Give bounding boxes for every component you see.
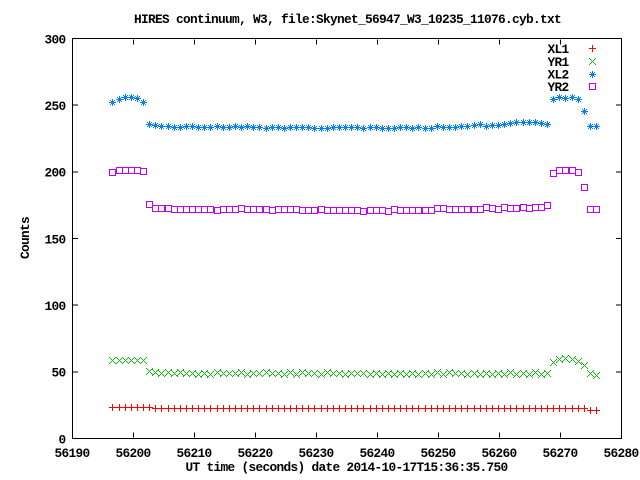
svg-text:56250: 56250 bbox=[421, 446, 456, 461]
svg-text:YR1: YR1 bbox=[548, 55, 570, 70]
svg-text:100: 100 bbox=[45, 299, 66, 314]
svg-text:XL1: XL1 bbox=[548, 42, 570, 57]
svg-text:Counts: Counts bbox=[18, 217, 33, 259]
svg-text:300: 300 bbox=[45, 32, 66, 47]
svg-text:56200: 56200 bbox=[116, 446, 151, 461]
svg-text:56220: 56220 bbox=[238, 446, 273, 461]
svg-text:250: 250 bbox=[45, 99, 66, 114]
svg-text:56230: 56230 bbox=[299, 446, 334, 461]
svg-text:200: 200 bbox=[45, 166, 66, 181]
svg-text:HIRES continuum, W3, file:Skyn: HIRES continuum, W3, file:Skynet_56947_W… bbox=[134, 12, 561, 27]
svg-text:UT time (seconds) date 2014-10: UT time (seconds) date 2014-10-17T15:36:… bbox=[186, 460, 508, 475]
svg-text:56270: 56270 bbox=[543, 446, 578, 461]
svg-text:56260: 56260 bbox=[482, 446, 517, 461]
svg-text:56190: 56190 bbox=[55, 446, 90, 461]
svg-text:56280: 56280 bbox=[604, 446, 639, 461]
svg-text:50: 50 bbox=[52, 366, 66, 381]
svg-text:YR2: YR2 bbox=[548, 80, 569, 95]
svg-text:56240: 56240 bbox=[360, 446, 395, 461]
svg-text:150: 150 bbox=[45, 232, 66, 247]
svg-text:56210: 56210 bbox=[177, 446, 212, 461]
svg-text:0: 0 bbox=[59, 432, 66, 447]
svg-text:XL2: XL2 bbox=[548, 67, 569, 82]
